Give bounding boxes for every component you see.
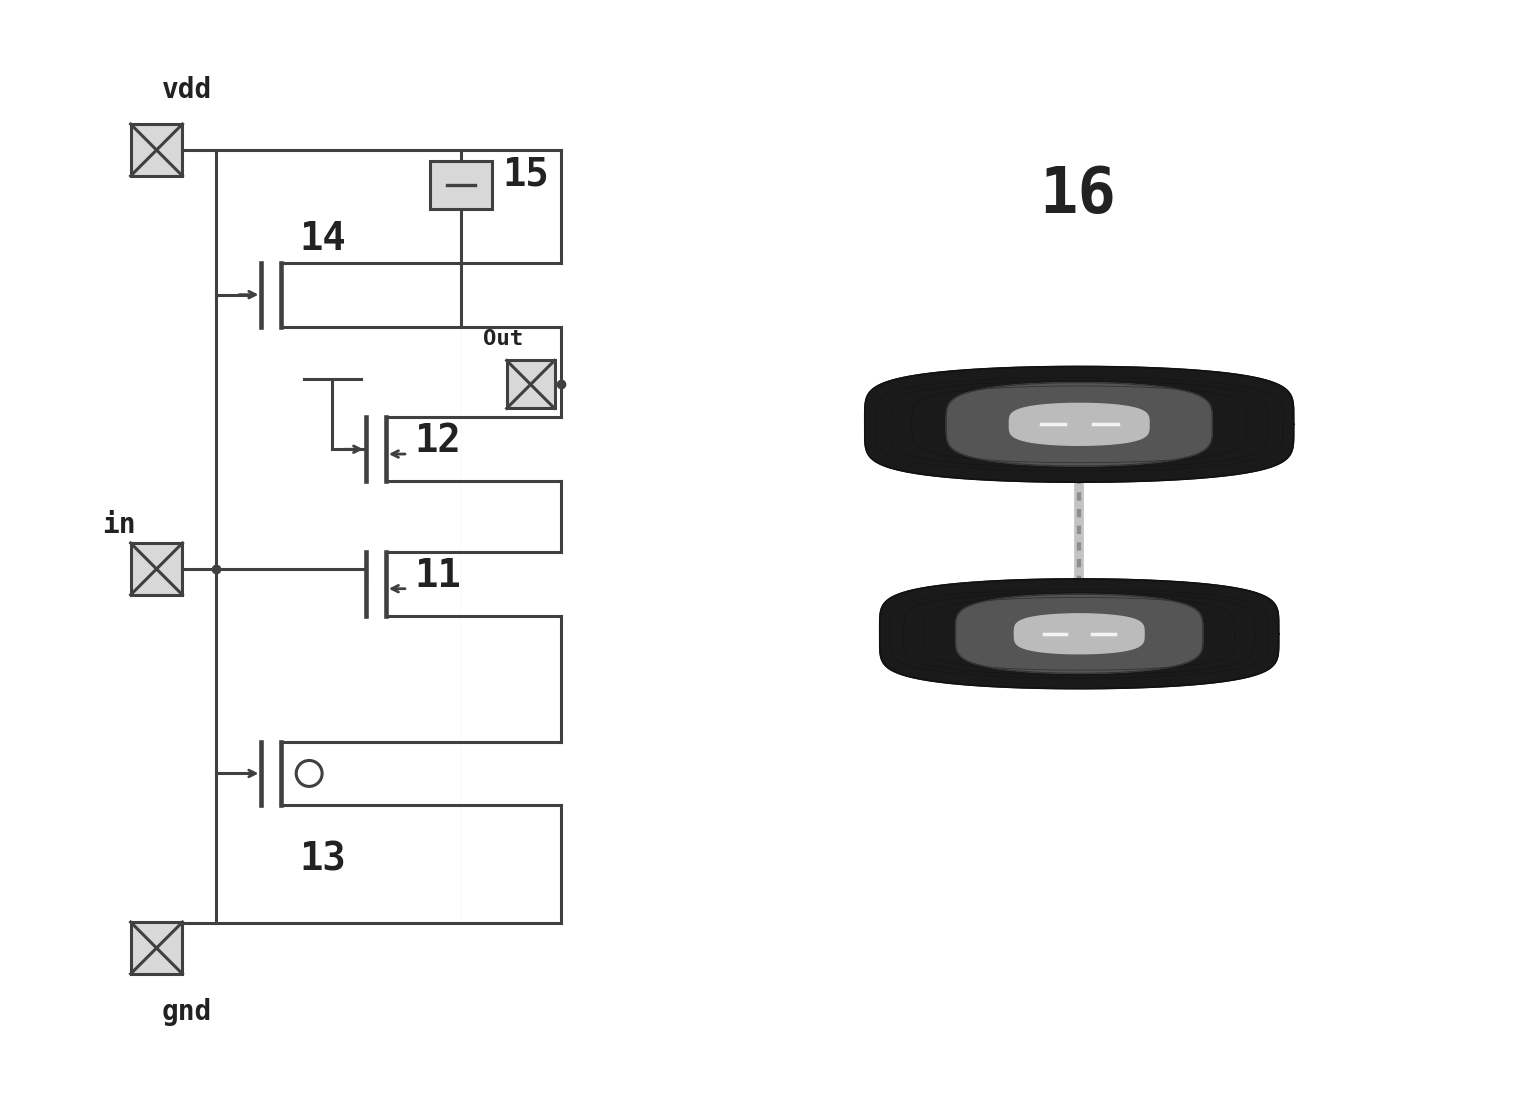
Text: gnd: gnd bbox=[162, 998, 212, 1026]
Polygon shape bbox=[865, 367, 1294, 482]
Bar bbox=[131, 543, 183, 595]
Polygon shape bbox=[1014, 614, 1143, 654]
Text: 11: 11 bbox=[414, 556, 460, 595]
Bar bbox=[506, 361, 554, 408]
Text: 15: 15 bbox=[503, 156, 549, 194]
Text: 12: 12 bbox=[414, 422, 460, 460]
Text: 16: 16 bbox=[1039, 163, 1116, 226]
Text: Out: Out bbox=[483, 329, 523, 349]
Text: vdd: vdd bbox=[162, 76, 212, 104]
Text: 14: 14 bbox=[299, 220, 346, 257]
Polygon shape bbox=[1010, 403, 1150, 445]
Text: in: in bbox=[102, 511, 135, 539]
Bar bbox=[131, 124, 183, 176]
Polygon shape bbox=[880, 578, 1279, 689]
Bar bbox=[429, 161, 491, 209]
Text: 13: 13 bbox=[299, 840, 346, 879]
Bar bbox=[131, 922, 183, 974]
Polygon shape bbox=[956, 594, 1203, 673]
Polygon shape bbox=[946, 383, 1213, 466]
